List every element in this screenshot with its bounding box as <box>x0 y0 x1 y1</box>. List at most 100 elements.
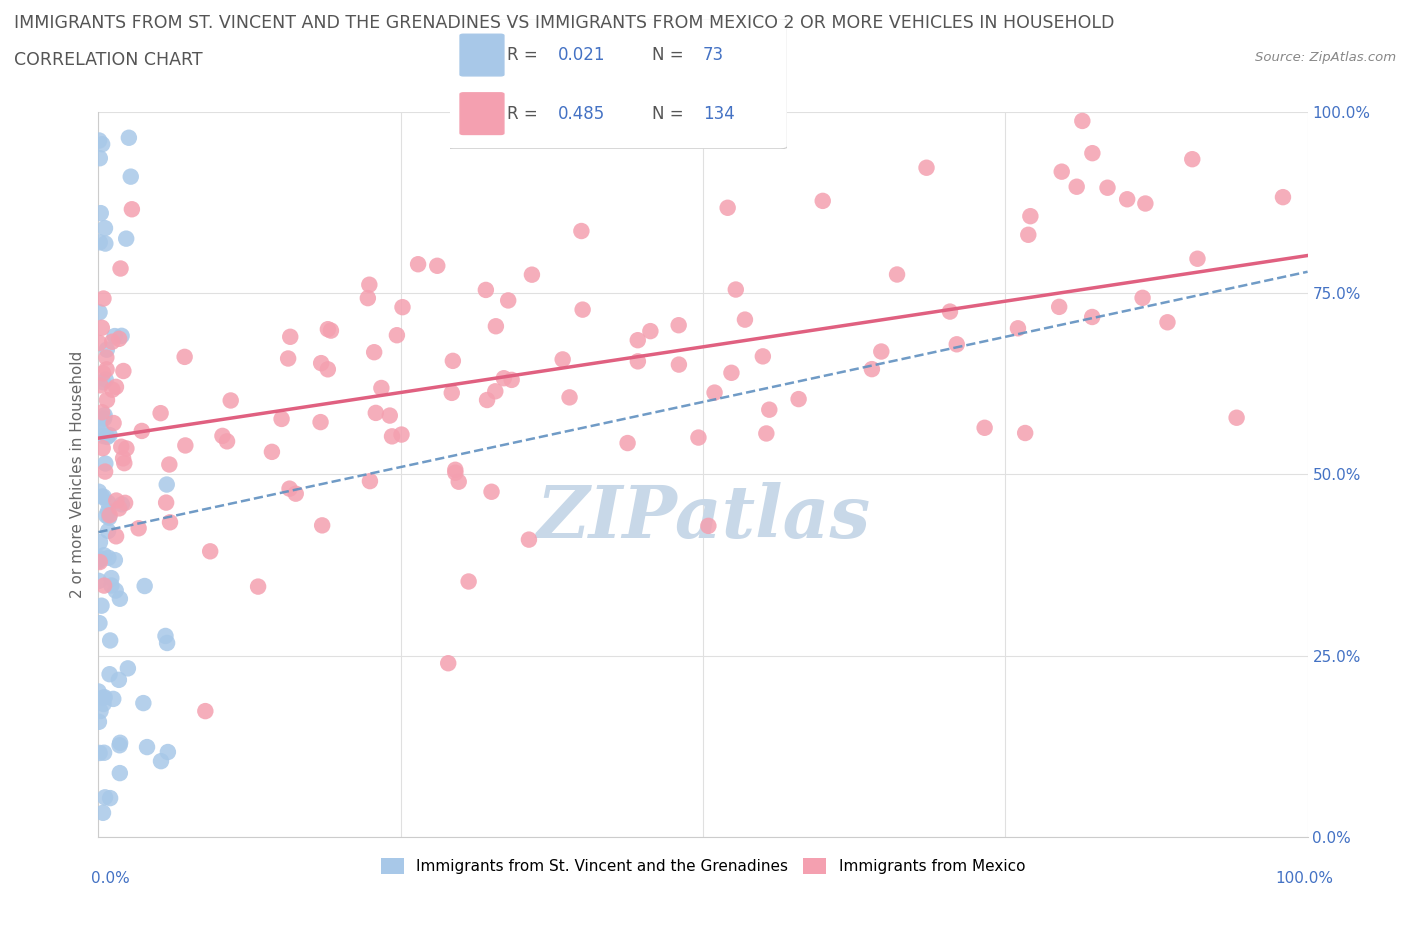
Point <box>89 616 111 631</box>
Point <box>391 427 413 442</box>
Point <box>174 438 197 453</box>
Point <box>90 206 112 220</box>
Point <box>94 372 117 387</box>
Point <box>89 554 111 569</box>
Point <box>378 408 401 423</box>
Point <box>114 496 136 511</box>
Text: N =: N = <box>652 46 689 64</box>
Point <box>484 384 506 399</box>
FancyBboxPatch shape <box>460 93 503 135</box>
Point <box>104 328 127 343</box>
Point <box>96 430 118 445</box>
Point <box>278 481 301 496</box>
Point <box>97 551 120 565</box>
Point <box>520 267 543 282</box>
Point <box>211 429 233 444</box>
Point <box>270 411 292 426</box>
Point <box>94 790 117 804</box>
Text: N =: N = <box>652 105 689 123</box>
Point <box>517 532 540 547</box>
Point <box>627 333 650 348</box>
Point <box>481 485 503 499</box>
Point <box>571 302 593 317</box>
Point <box>108 736 131 751</box>
Point <box>149 405 172 420</box>
Point <box>277 351 299 365</box>
Point <box>89 746 111 761</box>
Point <box>720 365 742 380</box>
Point <box>103 416 125 431</box>
Point <box>115 441 138 456</box>
Point <box>364 405 387 420</box>
Point <box>492 371 515 386</box>
Point <box>860 362 883 377</box>
Point <box>97 524 120 538</box>
Point <box>89 235 111 250</box>
Point <box>475 392 498 407</box>
Point <box>89 151 111 166</box>
Point <box>90 598 112 613</box>
Point <box>1007 321 1029 336</box>
Point <box>627 354 650 369</box>
Point <box>97 496 120 511</box>
Point <box>150 753 173 768</box>
Point <box>91 137 114 152</box>
Point <box>108 331 131 346</box>
Point <box>1116 192 1139 206</box>
Point <box>357 291 380 306</box>
Point <box>284 486 307 501</box>
Point <box>485 319 508 334</box>
Point <box>870 344 893 359</box>
Point <box>173 350 195 365</box>
Point <box>134 578 156 593</box>
Point <box>89 415 111 430</box>
Point <box>886 267 908 282</box>
Point <box>89 704 111 719</box>
Point <box>278 329 301 344</box>
Point <box>96 350 118 365</box>
Point <box>94 220 117 235</box>
Point <box>91 375 114 390</box>
Point <box>1132 290 1154 305</box>
Point <box>89 378 111 392</box>
Point <box>688 430 710 445</box>
Point <box>91 690 114 705</box>
Point <box>94 236 117 251</box>
Point <box>98 511 121 525</box>
Point <box>93 690 115 705</box>
Point <box>118 130 141 145</box>
Point <box>98 790 121 805</box>
Point <box>103 692 125 707</box>
Point <box>105 493 128 508</box>
Point <box>90 421 112 436</box>
Point <box>89 305 111 320</box>
Point <box>155 495 177 510</box>
Point <box>89 535 111 550</box>
Point <box>87 684 110 699</box>
Point <box>787 392 810 406</box>
Point <box>752 349 775 364</box>
Point <box>111 497 134 512</box>
Point <box>156 745 179 760</box>
Legend: Immigrants from St. Vincent and the Grenadines, Immigrants from Mexico: Immigrants from St. Vincent and the Gren… <box>375 852 1031 880</box>
Point <box>87 714 110 729</box>
Point <box>110 261 132 276</box>
Point <box>558 390 581 405</box>
Text: 0.485: 0.485 <box>558 105 605 123</box>
Point <box>640 324 662 339</box>
Point <box>108 765 131 780</box>
Point <box>98 667 121 682</box>
Point <box>155 629 177 644</box>
Point <box>697 518 720 533</box>
Point <box>198 544 221 559</box>
Point <box>112 456 135 471</box>
Point <box>734 312 756 327</box>
Text: 0.021: 0.021 <box>558 46 606 64</box>
Point <box>1135 196 1157 211</box>
Point <box>444 462 467 477</box>
Point <box>939 304 962 319</box>
Point <box>101 334 124 349</box>
Point <box>87 485 110 499</box>
Point <box>668 318 690 333</box>
Point <box>475 283 498 298</box>
